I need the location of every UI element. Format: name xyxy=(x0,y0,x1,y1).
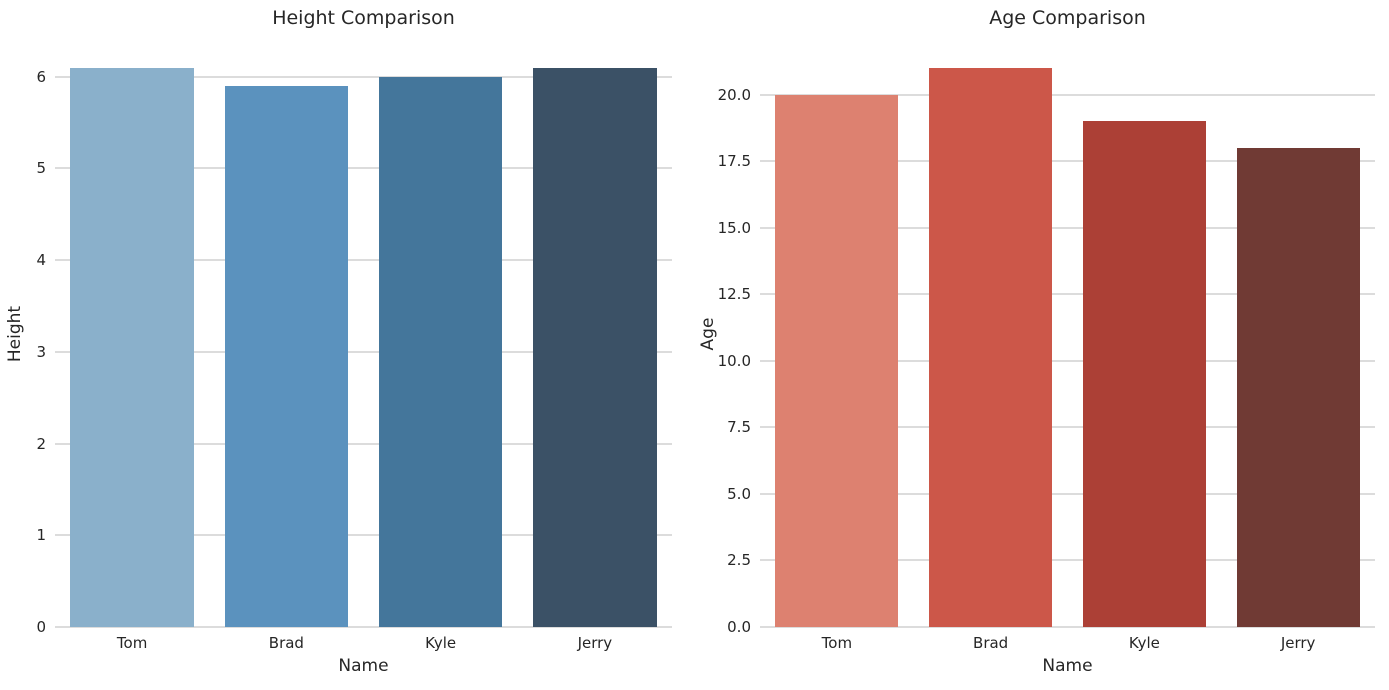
x-tick-label: Tom xyxy=(821,634,853,652)
bar-brad xyxy=(929,67,1053,627)
bar-jerry xyxy=(1236,147,1360,627)
x-tick-label: Jerry xyxy=(577,634,613,652)
chart-panel-0: Height Comparison 0 1 2 3 4 5 6 Tom Brad Kyle Jerry… xyxy=(0,0,694,690)
y-tick-label: 5 xyxy=(36,159,46,178)
gridline xyxy=(55,442,672,445)
x-tick-label: Kyle xyxy=(425,634,457,652)
bar-kyle xyxy=(1082,121,1206,627)
gridline xyxy=(760,626,1375,628)
y-tick-label: 10.0 xyxy=(717,351,751,370)
y-tick-label: 4 xyxy=(36,251,46,270)
y-tick-label: 7.5 xyxy=(727,418,751,437)
y-tick-label: 17.5 xyxy=(717,152,751,171)
x-tick-label: Brad xyxy=(268,634,304,652)
gridline xyxy=(55,167,672,170)
y-tick-label: 1 xyxy=(36,526,46,545)
gridline xyxy=(55,626,672,628)
gridline xyxy=(55,350,672,353)
y-tick-label: 2 xyxy=(36,434,46,453)
gridline xyxy=(760,426,1375,429)
y-tick-label: 6 xyxy=(36,67,46,86)
x-axis-label: Name xyxy=(338,656,389,676)
y-tick-label: 20.0 xyxy=(717,85,751,104)
gridline xyxy=(760,93,1375,96)
y-tick-label: 15.0 xyxy=(717,218,751,237)
y-tick-label: 0 xyxy=(36,618,46,636)
gridline xyxy=(55,534,672,537)
y-tick-label: 12.5 xyxy=(717,285,751,304)
chart-title: Height Comparison xyxy=(272,7,455,29)
gridline xyxy=(760,293,1375,296)
bar-tom xyxy=(70,67,194,627)
bar-brad xyxy=(224,85,349,627)
y-tick-label: 2.5 xyxy=(727,551,751,570)
x-axis-label: Name xyxy=(1042,656,1093,676)
gridline xyxy=(760,160,1375,163)
y-tick-label: 3 xyxy=(36,342,46,361)
x-tick-label: Kyle xyxy=(1128,634,1160,652)
x-tick-label: Jerry xyxy=(1280,634,1316,652)
gridline xyxy=(760,492,1375,495)
chart-panel-1: Age Comparison 0.0 2.5 5.0 7.5 10.0 12.5 15.0 17… xyxy=(694,0,1389,690)
x-tick-label: Brad xyxy=(973,634,1009,652)
y-axis-label: Age xyxy=(698,317,718,350)
gridline xyxy=(760,559,1375,562)
bar-jerry xyxy=(533,67,657,627)
chart-title: Age Comparison xyxy=(989,7,1146,29)
gridline xyxy=(55,259,672,262)
gridline xyxy=(55,75,672,78)
gridline xyxy=(760,226,1375,229)
x-tick-label: Tom xyxy=(116,634,148,652)
y-tick-label: 0.0 xyxy=(727,618,751,636)
bar-kyle xyxy=(378,76,503,627)
gridline xyxy=(760,359,1375,362)
bar-tom xyxy=(775,94,899,627)
y-tick-label: 5.0 xyxy=(727,484,751,503)
